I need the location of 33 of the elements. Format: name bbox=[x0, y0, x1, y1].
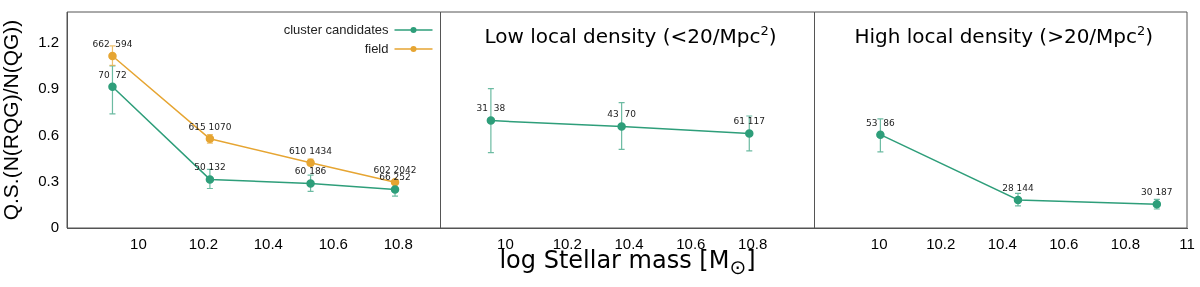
y-axis-title: Q.S.(N(RQG)/N(QG)) bbox=[0, 19, 23, 221]
annotation: 28 144 bbox=[1002, 182, 1034, 193]
x-tick-label: 10.4 bbox=[253, 235, 283, 253]
x-tick-label: 10.4 bbox=[614, 235, 644, 253]
annotation: 70 72 bbox=[98, 69, 127, 80]
y-tick-label: 0.6 bbox=[38, 125, 59, 143]
annotation: 662 594 bbox=[92, 38, 133, 49]
x-tick-label: 10 bbox=[130, 235, 147, 253]
annotation: 53 86 bbox=[866, 117, 895, 128]
annotation: 30 187 bbox=[1141, 187, 1173, 198]
x-tick-label: 10.6 bbox=[1049, 235, 1079, 253]
annotation: 60 186 bbox=[294, 166, 327, 177]
y-tick-label: 0.3 bbox=[38, 171, 59, 189]
annotation: 31 38 bbox=[476, 103, 506, 114]
y-tick-label: 1.2 bbox=[38, 33, 59, 50]
y-tick-label: 0.9 bbox=[38, 79, 59, 97]
annotation: 43 70 bbox=[607, 109, 637, 120]
point bbox=[108, 82, 117, 91]
point bbox=[205, 175, 215, 184]
x-tick-label: 10.8 bbox=[1110, 235, 1141, 253]
point bbox=[306, 179, 315, 188]
x-tick-label: 10.8 bbox=[383, 235, 413, 253]
x-tick-label: 10.4 bbox=[987, 235, 1017, 253]
legend-label: field bbox=[364, 40, 389, 56]
point bbox=[108, 51, 117, 61]
x-tick-label: 10.6 bbox=[318, 235, 348, 253]
x-tick-label: 10 bbox=[870, 235, 888, 253]
legend-label: cluster candidates bbox=[283, 21, 389, 37]
y-tick-label: 0 bbox=[50, 218, 59, 236]
annotation: 610 1434 bbox=[289, 145, 333, 156]
x-tick-label: 10.2 bbox=[188, 235, 219, 253]
x-tick-label: 11 bbox=[1179, 235, 1195, 253]
x-tick-label: 10.2 bbox=[926, 235, 956, 253]
